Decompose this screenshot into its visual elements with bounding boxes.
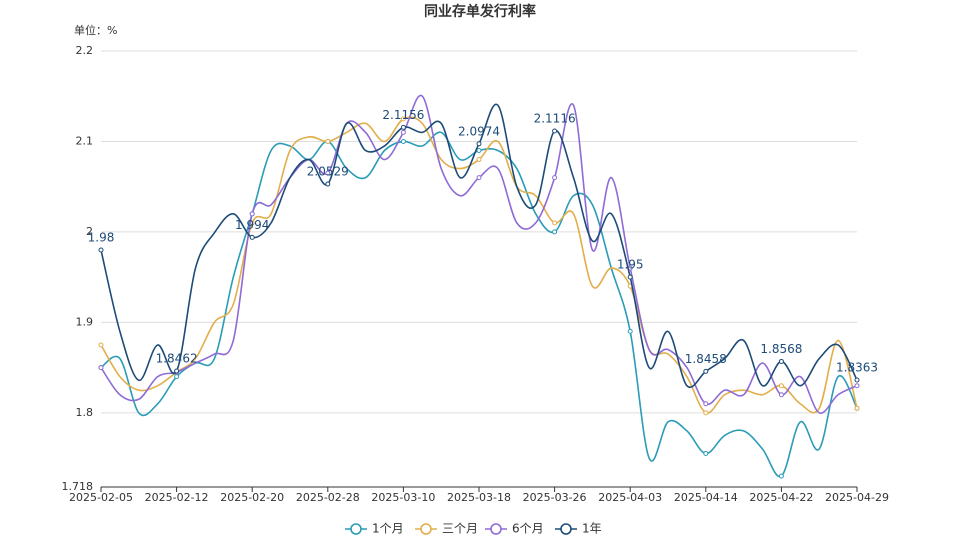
point-marker: [174, 368, 180, 374]
legend-marker: [560, 523, 572, 535]
point-marker: [249, 234, 255, 240]
series-line: [100, 103, 858, 388]
legend-label: 6个月: [512, 522, 544, 536]
point-marker: [703, 451, 709, 457]
point-marker: [249, 211, 255, 217]
point-marker: [325, 181, 331, 187]
point-marker: [552, 229, 558, 235]
point-marker: [98, 365, 104, 371]
y-tick-label: 2.2: [76, 44, 94, 57]
point-marker: [552, 220, 558, 226]
x-tick-label: 2025-02-28: [296, 491, 360, 504]
y-tick-label: 2.1: [76, 134, 94, 147]
point-marker: [325, 138, 331, 144]
y-tick-label: 1.718: [62, 480, 94, 493]
x-tick-label: 2025-02-12: [145, 491, 209, 504]
point-marker: [400, 124, 406, 130]
data-label: 2.0974: [458, 124, 500, 138]
legend-marker: [420, 523, 432, 535]
point-marker: [627, 274, 633, 280]
point-marker: [703, 401, 709, 407]
legend-marker: [490, 523, 502, 535]
data-label: 1.95: [617, 258, 644, 272]
point-marker: [778, 358, 784, 364]
data-label: 2.1116: [534, 111, 576, 125]
data-label: 1.8462: [156, 352, 198, 366]
x-tick-label: 2025-04-14: [674, 491, 738, 504]
x-tick-label: 2025-03-18: [447, 491, 511, 504]
x-tick-label: 2025-04-29: [825, 491, 889, 504]
point-marker: [552, 175, 558, 181]
point-marker: [552, 128, 558, 134]
x-tick-label: 2025-03-26: [523, 491, 587, 504]
point-marker: [476, 148, 482, 154]
point-marker: [854, 383, 860, 389]
point-marker: [98, 342, 104, 348]
x-tick-label: 2025-02-20: [220, 491, 284, 504]
point-marker: [778, 392, 784, 398]
y-tick-label: 1.9: [76, 315, 94, 328]
point-marker: [476, 175, 482, 181]
point-marker: [476, 141, 482, 147]
point-marker: [778, 473, 784, 479]
data-label: 2.1156: [382, 108, 424, 122]
point-marker: [854, 405, 860, 411]
y-axis-label: 单位：%: [74, 23, 117, 37]
legend-marker: [350, 523, 362, 535]
chart-title: 同业存单发行利率: [424, 3, 536, 20]
point-marker: [400, 138, 406, 144]
point-marker: [174, 374, 180, 380]
point-marker: [476, 157, 482, 163]
point-marker: [400, 116, 406, 122]
data-label: 1.8568: [760, 342, 802, 356]
series-line: [100, 94, 858, 414]
series-line: [100, 131, 858, 478]
data-label: 1.98: [88, 231, 115, 245]
point-marker: [703, 410, 709, 416]
point-marker: [854, 377, 860, 383]
point-marker: [400, 129, 406, 135]
point-marker: [778, 383, 784, 389]
x-tick-label: 2025-04-22: [749, 491, 813, 504]
point-marker: [325, 170, 331, 176]
x-tick-label: 2025-04-03: [598, 491, 662, 504]
x-tick-label: 2025-03-10: [371, 491, 435, 504]
legend-label: 1个月: [372, 522, 404, 536]
data-label: 2.0529: [307, 165, 349, 179]
data-label: 1.8458: [685, 352, 727, 366]
point-marker: [627, 328, 633, 334]
y-tick-label: 2: [86, 225, 93, 238]
x-tick-label: 2025-02-05: [69, 491, 133, 504]
legend-label: 1年: [582, 522, 602, 536]
point-marker: [703, 368, 709, 374]
legend-label: 三个月: [442, 522, 478, 536]
y-tick-label: 1.8: [76, 406, 94, 419]
point-marker: [98, 247, 104, 253]
data-label: 1.994: [235, 218, 269, 232]
data-label: 1.8363: [836, 360, 878, 374]
